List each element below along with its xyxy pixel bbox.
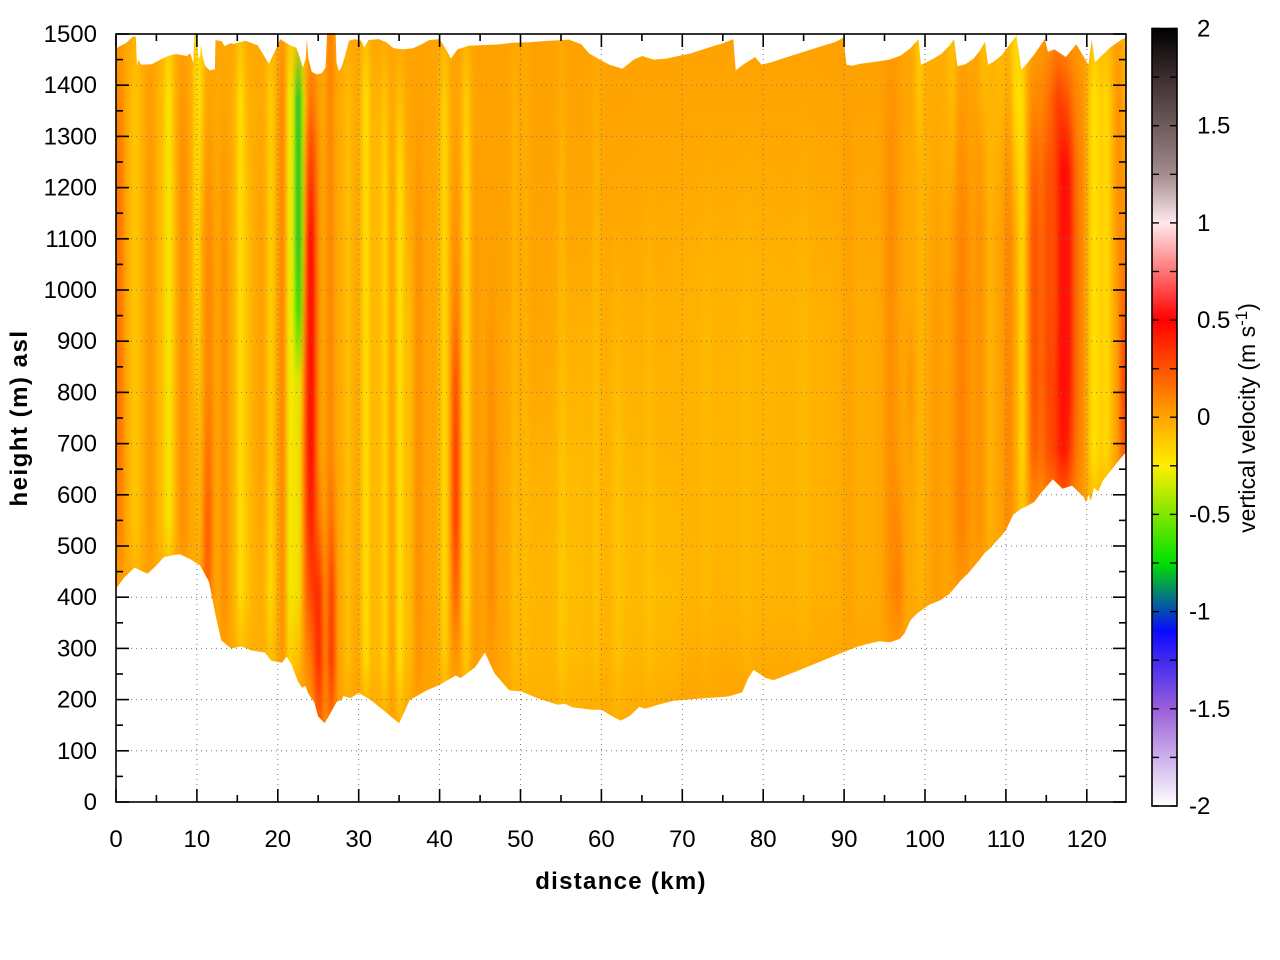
svg-text:0: 0 bbox=[109, 826, 122, 853]
svg-text:1.5: 1.5 bbox=[1197, 113, 1230, 140]
svg-text:900: 900 bbox=[57, 328, 97, 355]
svg-text:300: 300 bbox=[57, 635, 97, 662]
svg-text:800: 800 bbox=[57, 379, 97, 406]
svg-text:1200: 1200 bbox=[44, 175, 97, 202]
svg-text:30: 30 bbox=[345, 826, 372, 853]
svg-text:110: 110 bbox=[987, 826, 1025, 853]
svg-text:500: 500 bbox=[57, 533, 97, 560]
svg-text:20: 20 bbox=[264, 826, 291, 853]
svg-text:100: 100 bbox=[57, 738, 97, 765]
svg-text:1000: 1000 bbox=[44, 277, 97, 304]
svg-text:1300: 1300 bbox=[44, 123, 97, 150]
svg-text:-2: -2 bbox=[1189, 793, 1210, 820]
svg-text:70: 70 bbox=[669, 826, 696, 853]
svg-text:0: 0 bbox=[84, 789, 97, 816]
svg-text:120: 120 bbox=[1067, 826, 1107, 853]
svg-text:700: 700 bbox=[57, 431, 97, 458]
svg-text:-1: -1 bbox=[1189, 599, 1210, 626]
svg-text:10: 10 bbox=[184, 826, 211, 853]
svg-text:-0.5: -0.5 bbox=[1189, 501, 1230, 528]
svg-text:600: 600 bbox=[57, 482, 97, 509]
svg-text:80: 80 bbox=[750, 826, 777, 853]
svg-text:height (m) asl: height (m) asl bbox=[6, 329, 33, 506]
svg-text:0.5: 0.5 bbox=[1197, 307, 1230, 334]
svg-text:2: 2 bbox=[1197, 16, 1210, 43]
svg-text:50: 50 bbox=[507, 826, 534, 853]
svg-text:400: 400 bbox=[57, 584, 97, 611]
svg-text:60: 60 bbox=[588, 826, 615, 853]
svg-text:100: 100 bbox=[905, 826, 945, 853]
svg-text:1500: 1500 bbox=[44, 21, 97, 48]
svg-text:vertical velocity (m s-1): vertical velocity (m s-1) bbox=[1232, 303, 1260, 533]
svg-text:200: 200 bbox=[57, 687, 97, 714]
svg-text:distance (km): distance (km) bbox=[535, 868, 707, 895]
svg-text:1400: 1400 bbox=[44, 72, 97, 99]
svg-text:1: 1 bbox=[1197, 210, 1210, 237]
svg-text:90: 90 bbox=[831, 826, 858, 853]
svg-text:1100: 1100 bbox=[45, 226, 97, 253]
svg-text:40: 40 bbox=[426, 826, 453, 853]
svg-text:0: 0 bbox=[1197, 404, 1210, 431]
svg-text:-1.5: -1.5 bbox=[1189, 696, 1230, 723]
